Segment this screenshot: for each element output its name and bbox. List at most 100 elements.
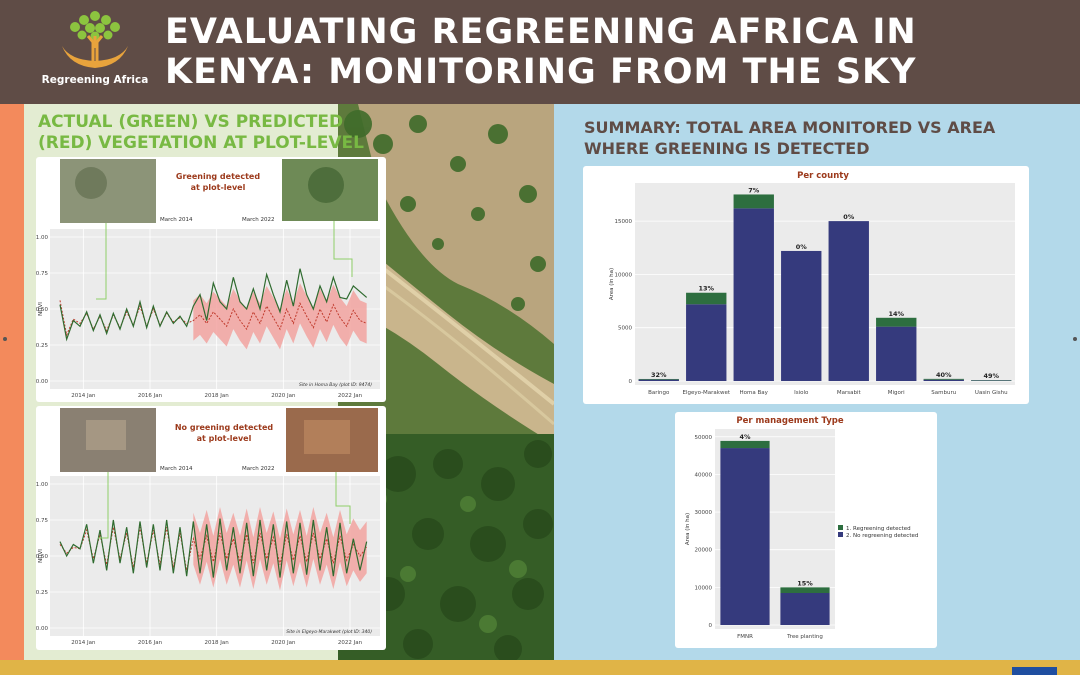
bar-regreening	[876, 317, 917, 327]
y-tick-label: 1.00	[36, 235, 48, 241]
photo-label-right: March 2022	[242, 217, 275, 223]
series-lines	[59, 518, 368, 578]
bar-no-regreening	[781, 250, 822, 381]
y-tick-label: 0.75	[36, 271, 48, 277]
y-tick-label: 15000	[615, 219, 633, 225]
bar-no-regreening	[876, 326, 917, 381]
per-management-bar-chart: Per management Type 4% 15% 0 10000 20000 300…	[685, 416, 918, 640]
legend-item-no-regreening: 2. No regreening detected	[846, 533, 918, 539]
annotation-line-2: at plot-level	[191, 183, 246, 192]
bar-percent-label: 7%	[748, 186, 760, 194]
y-tick-label: 0.50	[36, 307, 48, 313]
bar-percent-label: 13%	[698, 285, 714, 293]
y-tick-labels: 0.00 0.25 0.50 0.75 1.00	[36, 235, 48, 385]
y-tick-label: 0.75	[36, 518, 48, 524]
y-axis-label: NDVI	[38, 302, 44, 316]
bar-no-regreening	[638, 379, 679, 381]
right-dot-marker	[1073, 337, 1077, 341]
x-tick-labels: 2014 Jan 2016 Jan 2018 Jan 2020 Jan 2022 Jan	[71, 640, 362, 646]
per-county-bar-chart: Per county 32% 13% 7% 0% 0% 14% 40% 49% 0 5000 10…	[609, 171, 1015, 396]
prediction-interval-band	[193, 283, 367, 350]
x-tick-label: Homa Bay	[740, 390, 769, 396]
annotation-line-1: No greening detected	[175, 423, 274, 432]
legend-swatch-no-regreening	[838, 532, 843, 537]
y-tick-label: 0.00	[36, 626, 48, 632]
x-tick-label: Elgeyo-Marakwet	[682, 390, 730, 396]
prediction-band	[193, 283, 367, 350]
photo-label-left: March 2014	[160, 217, 193, 223]
x-tick-label: Tree planting	[786, 634, 823, 640]
actual-series-line	[59, 518, 368, 578]
x-tick-label: 2022 Jan	[338, 640, 363, 646]
x-tick-label: 2018 Jan	[205, 393, 230, 399]
bar-regreening	[923, 378, 964, 380]
photo-texture	[75, 167, 107, 199]
ndvi-chart-greening: Greening detected at plot-level March 20…	[36, 159, 380, 399]
x-tick-label: Marsabit	[837, 390, 862, 396]
photo-label-right: March 2022	[242, 466, 275, 472]
photo-label-left: March 2014	[160, 466, 193, 472]
bar-regreening	[638, 378, 679, 380]
actual-series-line	[59, 268, 368, 342]
y-tick-label: 0.50	[36, 554, 48, 560]
x-tick-label: FMNR	[737, 634, 753, 640]
right-heading-line-2: WHERE GREENING IS DETECTED	[584, 139, 870, 158]
site-caption: Site in Homa Bay (plot ID: 9474)	[299, 382, 372, 388]
prediction-band	[193, 507, 367, 591]
connector-line-2022	[333, 221, 353, 277]
photo-texture	[308, 167, 344, 203]
y-axis-label: Area (in ha)	[685, 513, 691, 545]
annotation-line-2: at plot-level	[197, 434, 252, 443]
photo-texture	[86, 420, 126, 450]
prediction-interval-band	[193, 507, 367, 591]
bar-no-regreening	[733, 208, 774, 381]
x-tick-labels: FMNR Tree planting	[737, 634, 823, 640]
y-tick-label: 0	[629, 379, 633, 385]
x-tick-labels: 2014 Jan 2016 Jan 2018 Jan 2020 Jan 2022 Jan	[71, 393, 362, 399]
series-lines	[59, 268, 368, 342]
x-tick-label: 2016 Jan	[138, 640, 163, 646]
y-tick-label: 0.00	[36, 379, 48, 385]
logo-text: Regreening Africa	[41, 74, 149, 86]
right-heading-line-1: SUMMARY: TOTAL AREA MONITORED VS AREA	[584, 118, 996, 137]
y-tick-label: 30000	[695, 510, 713, 516]
per-county-chart-card: Per county 32% 13% 7% 0% 0% 14% 40% 49% 0 5000 10…	[583, 166, 1029, 404]
bar-percent-label: 15%	[797, 579, 813, 587]
x-tick-label: 2018 Jan	[205, 640, 230, 646]
site-caption: Site in Elgeyo-Marakwet (plot ID: 340)	[286, 629, 372, 635]
y-tick-label: 20000	[695, 548, 713, 554]
annotation-line-1: Greening detected	[176, 172, 260, 181]
bar-percent-label: 4%	[739, 433, 751, 441]
bar-regreening	[686, 292, 727, 305]
satellite-photo-2014	[60, 159, 156, 223]
connector-line-2014	[98, 472, 109, 539]
title-line-2: KENYA: MONITORING FROM THE SKY	[165, 52, 917, 92]
x-tick-label: 2014 Jan	[71, 393, 96, 399]
chart-title: Per management Type	[736, 416, 843, 426]
bar-percent-label: 32%	[651, 371, 667, 379]
x-tick-label: 2020 Jan	[271, 640, 296, 646]
bars	[638, 194, 1012, 381]
chart-title: Per county	[797, 171, 849, 181]
y-tick-labels: 0.00 0.25 0.50 0.75 1.00	[36, 482, 48, 632]
ndvi-card-no-greening: No greening detected at plot-level March…	[36, 406, 386, 650]
per-management-chart-card: Per management Type 4% 15% 0 10000 20000 300…	[675, 412, 937, 648]
y-tick-label: 10000	[695, 585, 713, 591]
left-heading-line-1: ACTUAL (GREEN) VS PREDICTED	[38, 112, 344, 132]
left-section-heading: ACTUAL (GREEN) VS PREDICTED (RED) VEGETA…	[38, 112, 378, 154]
regreening-africa-logo: Regreening Africa	[40, 6, 150, 98]
y-tick-label: 0.25	[36, 590, 48, 596]
connector-line-2022	[335, 472, 351, 524]
bar-no-regreening	[923, 379, 964, 381]
y-axis-label: NDVI	[38, 549, 44, 563]
footer-flag-badge	[1012, 667, 1057, 675]
y-tick-label: 5000	[618, 326, 632, 332]
bar-labels: 32% 13% 7% 0% 0% 14% 40% 49%	[651, 186, 1000, 380]
poster-title: EVALUATING REGREENING AFRICA IN KENYA: M…	[165, 12, 1065, 92]
x-tick-labels: Baringo Elgeyo-Marakwet Homa Bay Isiolo Mars…	[648, 390, 1007, 396]
x-tick-label: Baringo	[648, 390, 670, 396]
ndvi-chart-no-greening: No greening detected at plot-level March…	[36, 408, 380, 646]
legend-item-regreening: 1. Regreening detected	[846, 526, 911, 532]
y-tick-label: 40000	[695, 472, 713, 478]
legend-swatch-regreening	[838, 525, 843, 530]
